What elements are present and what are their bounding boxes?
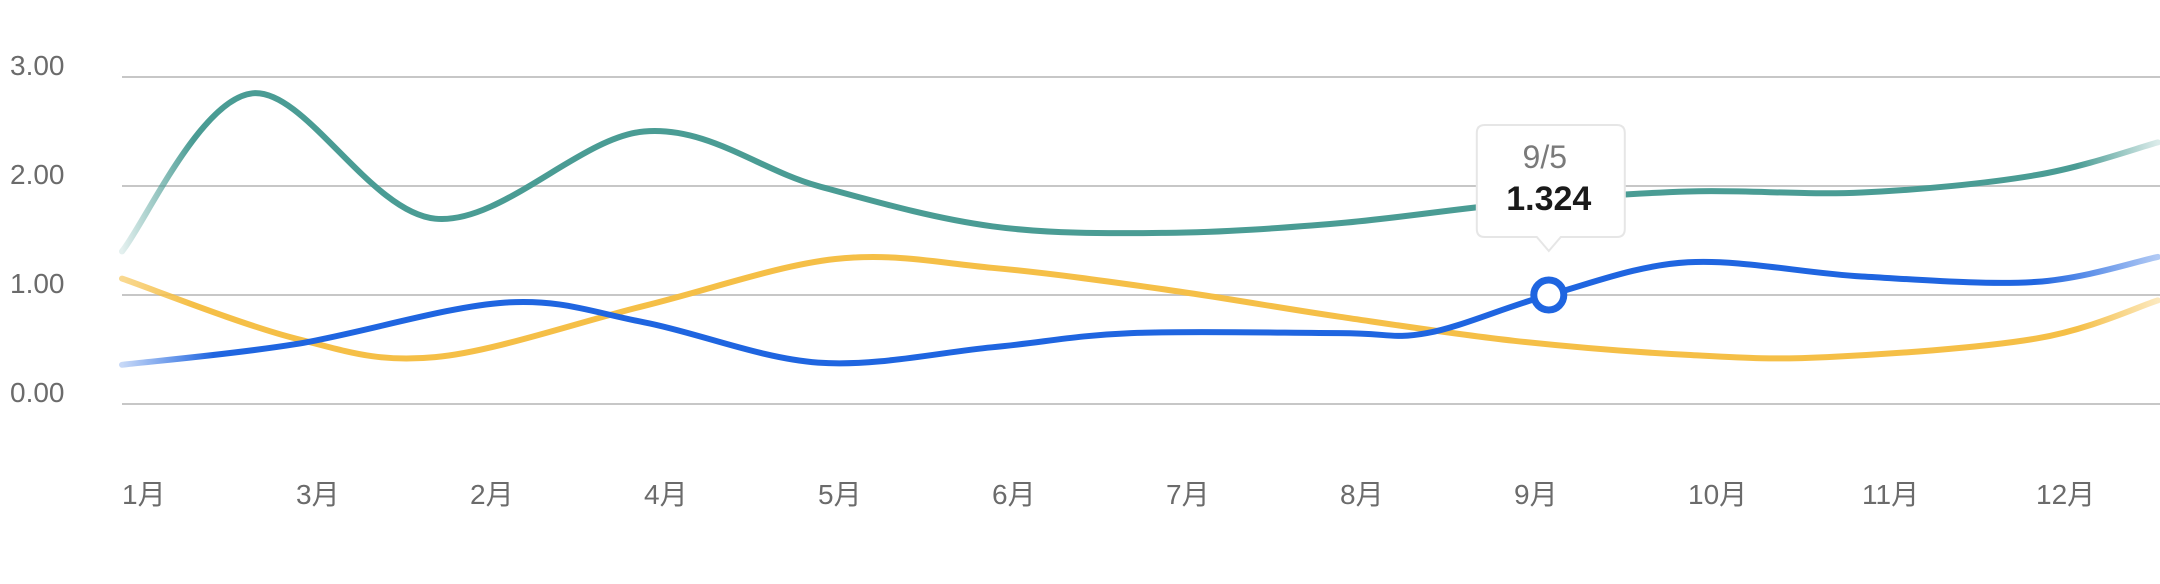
tooltip-value: 1.324 <box>1506 180 1591 218</box>
tooltip: 9/5 1.324 <box>1475 124 1626 314</box>
x-tick-label: 1月 <box>122 479 166 510</box>
y-tick-label: 2.00 <box>10 159 65 190</box>
x-tick-label: 5月 <box>818 479 862 510</box>
x-tick-label: 12月 <box>2036 479 2095 510</box>
x-tick-label: 3月 <box>296 479 340 510</box>
x-tick-label: 7月 <box>1166 479 1210 510</box>
tooltip-date: 9/5 <box>1523 139 1567 175</box>
x-tick-label: 11月 <box>1862 479 1919 510</box>
series-line <box>119 253 2160 362</box>
y-tick-label: 1.00 <box>10 268 65 299</box>
x-tick-label: 6月 <box>992 479 1036 510</box>
y-tick-label: 0.00 <box>10 377 65 408</box>
x-tick-label: 9月 <box>1514 479 1558 510</box>
x-tick-label: 2月 <box>470 479 514 510</box>
tooltip-box <box>1475 124 1626 253</box>
x-axis: 1月 3月 2月 4月 5月 6月 7月 8月 9月 10月 11月 12月 <box>122 479 2095 510</box>
grid-lines <box>122 76 2160 405</box>
highlight-point[interactable] <box>1530 276 1568 314</box>
x-tick-label: 4月 <box>644 479 688 510</box>
x-tick-label: 8月 <box>1340 479 1384 510</box>
x-tick-label: 10月 <box>1688 479 1747 510</box>
series-line <box>119 253 2160 368</box>
series-line <box>119 90 2160 255</box>
y-tick-label: 3.00 <box>10 50 65 81</box>
series-lines <box>119 90 2160 368</box>
y-axis: 0.00 1.00 2.00 3.00 <box>10 50 65 408</box>
